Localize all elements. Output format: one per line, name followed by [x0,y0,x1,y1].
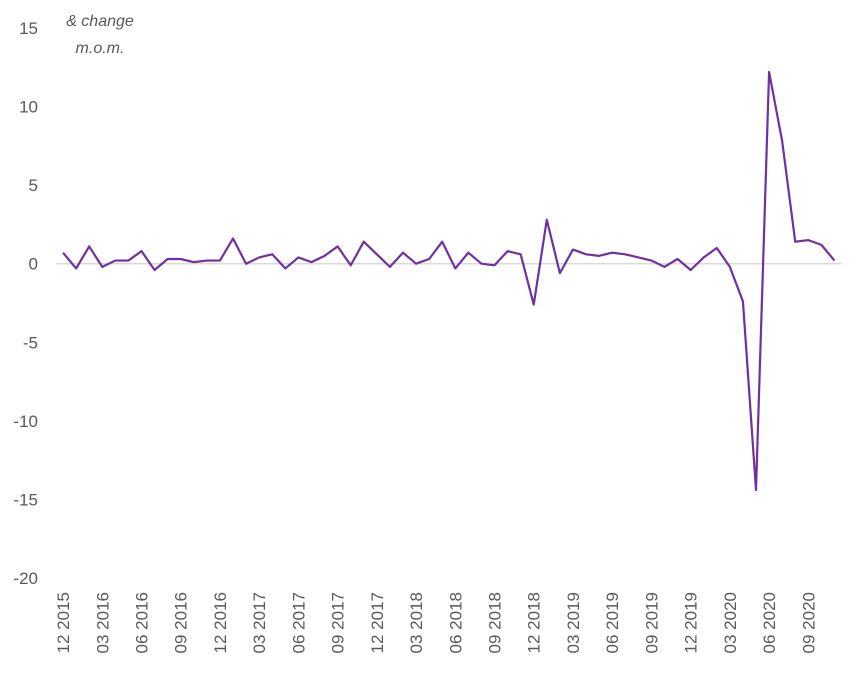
x-tick-label: 06 2020 [760,592,779,653]
line-series [62,70,836,492]
x-tick-label: 03 2018 [407,592,426,653]
y-tick-label: 15 [19,19,38,38]
y-tick-label: -10 [13,412,38,431]
x-tick-label: 09 2018 [486,592,505,653]
y-tick-label: 5 [29,176,38,195]
y-tick-label: 10 [19,98,38,117]
y-tick-label: -20 [13,569,38,588]
x-tick-label: 12 2017 [368,592,387,653]
x-tick-label: 03 2020 [721,592,740,653]
y-tick-label: 0 [29,255,38,274]
x-tick-label: 12 2015 [54,592,73,653]
x-tick-label: 03 2016 [93,592,112,653]
x-tick-label: 12 2018 [525,592,544,653]
y-axis-title: m.o.m. [76,40,125,57]
y-tick-label: -5 [23,333,38,352]
x-tick-label: 06 2016 [132,592,151,653]
x-tick-label: 03 2017 [250,592,269,653]
x-tick-label: 06 2017 [289,592,308,653]
x-tick-label: 03 2019 [564,592,583,653]
x-tick-label: 09 2016 [172,592,191,653]
x-tick-label: 12 2016 [211,592,230,653]
x-tick-label: 06 2019 [603,592,622,653]
y-axis-title: & change [66,13,134,30]
x-tick-label: 06 2018 [446,592,465,653]
x-tick-label: 09 2020 [799,592,818,653]
x-tick-label: 09 2019 [642,592,661,653]
x-tick-label: 09 2017 [329,592,348,653]
x-tick-label: 12 2019 [682,592,701,653]
y-tick-label: -15 [13,490,38,509]
